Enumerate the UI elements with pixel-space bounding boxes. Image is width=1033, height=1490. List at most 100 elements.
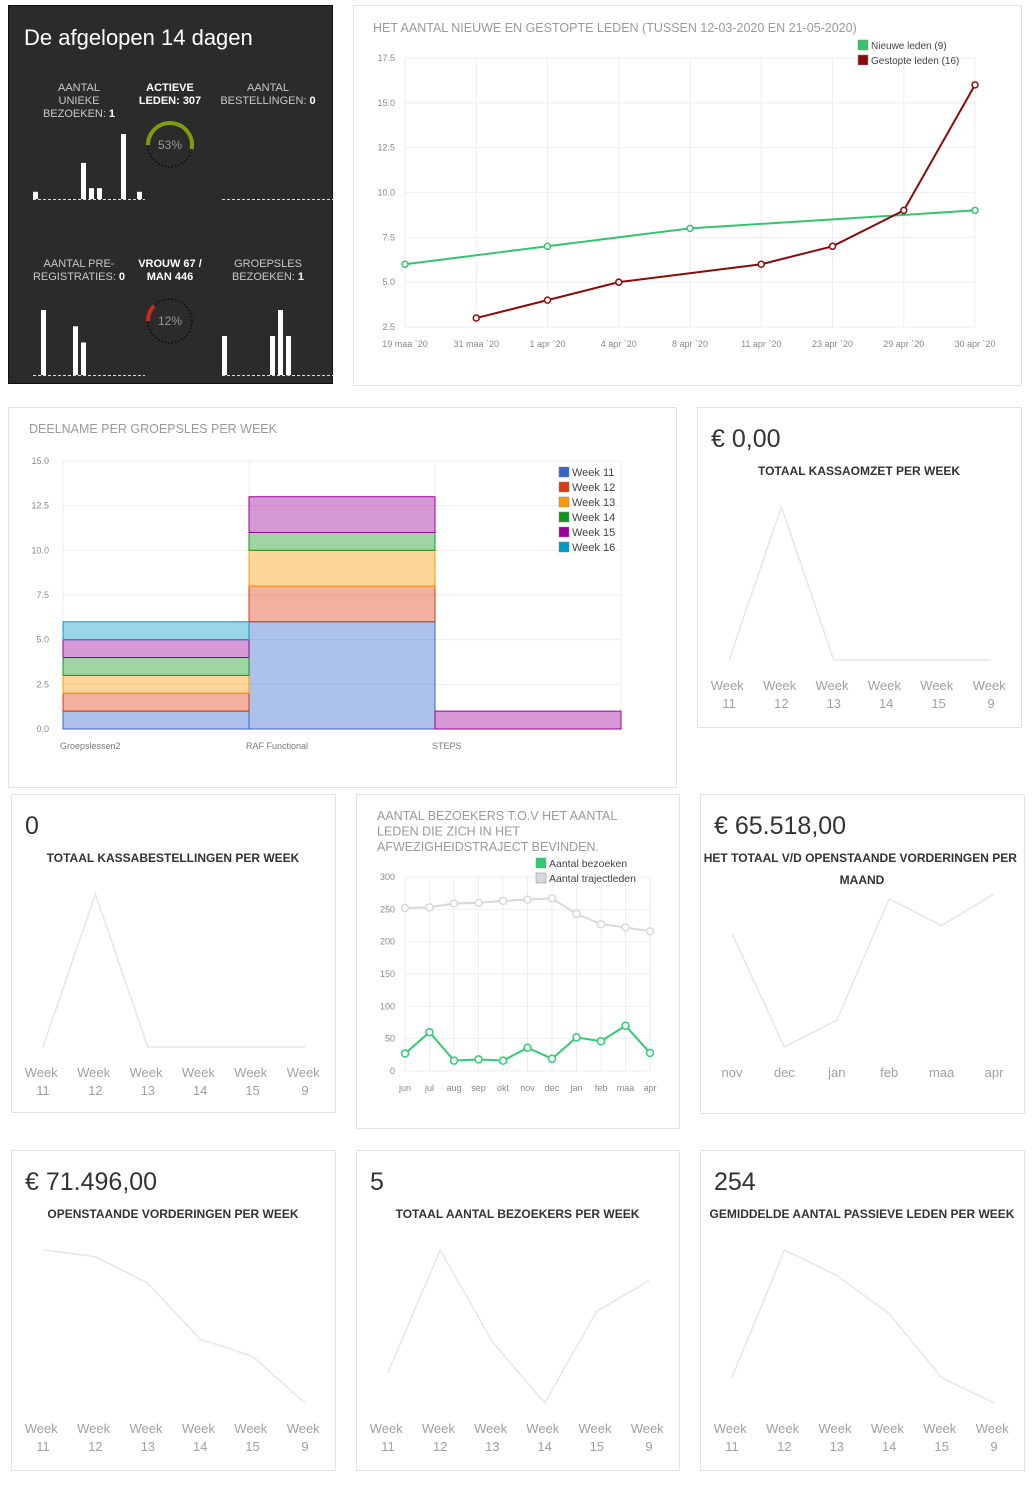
data-point [596,919,606,929]
stat-label-line: BESTELLINGEN: [220,95,306,107]
x-tick-label: 30 apr `20 [954,339,995,349]
sparkline [42,891,305,1048]
data-point [523,895,532,904]
card-value: 0 [25,812,39,840]
data-point [400,1049,410,1058]
text-line: Week [818,1421,855,1436]
x-tick-label: Week 14 [871,1421,908,1454]
x-tick-label: nov [722,1065,743,1080]
text-line: Week [370,1421,407,1436]
data-point [449,1056,459,1065]
x-tick-label: 23 apr `20 [812,339,853,349]
y-tick-label: 0 [390,1066,395,1076]
x-tick-label: maa [617,1083,635,1093]
data-point [596,1037,606,1046]
card-value: 254 [714,1168,756,1196]
x-tick-label: okt [497,1083,510,1093]
text-line: Week [973,678,1010,693]
y-tick-label: 12.5 [377,143,395,153]
text-line: GEMIDDELDE AANTAL PASSIEVE LEDEN PER WEE… [710,1207,1015,1221]
panel [356,1150,680,1471]
text-line: Week [182,1421,219,1436]
x-tick-label: Week 15 [234,1065,271,1098]
stat-label: AANTAL UNIEKE BEZOEKEN: 1 [43,82,115,120]
text-line: 15 [590,1439,604,1454]
data-point [474,1055,483,1064]
text-line: AANTAL BEZOEKERS T.O.V HET AANTAL [377,809,620,823]
legend-swatch [857,54,869,66]
text-line: 15 [934,1439,948,1454]
stat-label-line: AANTAL PRE- [44,258,115,270]
text-line: 14 [193,1439,207,1454]
sparkline [387,1248,650,1405]
legend-swatch [558,511,570,523]
text-line: 13 [485,1439,499,1454]
panel [353,5,1022,386]
x-tick-label: Week 12 [77,1421,114,1454]
text-line: Week [763,678,800,693]
panel [11,794,336,1113]
x-tick-label: sep [471,1083,486,1093]
sparkline [42,1249,306,1404]
text-line: TOTAAL AANTAL BEZOEKERS PER WEEK [396,1207,640,1221]
sparkbar [286,336,291,375]
text-line: Week [976,1421,1013,1436]
text-line: maa [929,1065,955,1080]
stat-label-line: GROEPSLES [234,258,302,270]
sparkline [731,893,995,1049]
gauge-label: 53% [158,138,182,152]
text-line: Week [526,1421,563,1436]
stat-label: ACTIEVE LEDEN: 307 [139,82,201,107]
stat-label-line: VROUW 67 / [138,258,202,270]
gauge-track [147,298,193,344]
text-line: 13 [830,1439,844,1454]
text-line: Week [129,1421,166,1436]
legend-label: Week 14 [572,512,615,524]
x-tick-label: RAF Functional [246,741,308,751]
panel [700,794,1025,1114]
legend-label: Aantal bezoeken [549,858,627,870]
chart-title: DEELNAME PER GROEPSLES PER WEEK [29,422,278,436]
text-line: Week [714,1421,751,1436]
text-line: Week [25,1421,62,1436]
text-line: 15 [245,1083,259,1098]
panel [700,1150,1025,1471]
x-tick-label: Week 9 [287,1421,324,1454]
legend-swatch [558,466,570,478]
sparkline [728,504,991,661]
stat-label-line: AANTAL [58,82,100,94]
x-tick-label: nov [520,1083,535,1093]
y-tick-label: 2.5 [382,322,395,332]
legend-swatch [558,526,570,538]
text-line: Week [77,1421,114,1436]
stat-label: VROUW 67 /MAN 446 [138,258,202,283]
card-title: GEMIDDELDE AANTAL PASSIEVE LEDEN PER WEE… [710,1207,1015,1221]
data-point [900,206,908,215]
data-point [971,81,979,89]
text-line: Week [631,1421,668,1436]
text-line: 11 [36,1439,50,1454]
text-line: 12 [88,1083,102,1098]
x-tick-label: Week 11 [370,1421,407,1454]
text-line: Week [182,1065,219,1080]
y-tick-label: 10.0 [31,545,49,555]
x-tick-label: feb [595,1083,608,1093]
bar-segment [62,674,250,694]
bar-segment [434,710,622,730]
card-title: HET TOTAAL V/D OPENSTAANDE VORDERINGEN P… [704,851,1020,887]
text-line: feb [880,1065,898,1080]
y-tick-label: 15.0 [377,98,395,108]
x-tick-label: Week 13 [474,1421,511,1454]
x-tick-label: Week 11 [711,678,748,711]
gauge-label: 12% [158,314,182,328]
data-point [645,927,655,936]
text-line: Week [871,1421,908,1436]
sparkline [731,1248,995,1404]
text-line: 14 [882,1439,896,1454]
x-tick-label: Week 13 [129,1421,166,1454]
x-tick-label: Week 11 [25,1065,62,1098]
card-title: TOTAAL AANTAL BEZOEKERS PER WEEK [396,1207,640,1221]
sparkbar [222,336,227,375]
card-title: TOTAAL KASSABESTELLINGEN PER WEEK [47,851,300,865]
